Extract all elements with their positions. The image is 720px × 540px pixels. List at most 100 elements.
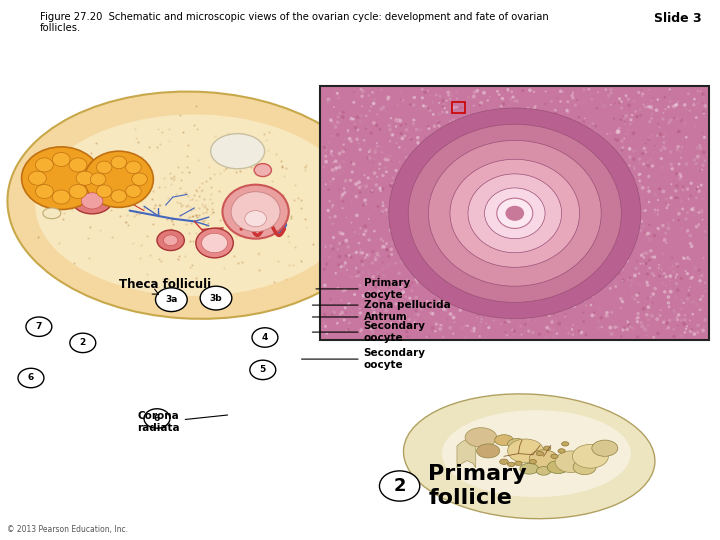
Point (410, 162, 422, 171)
Point (405, 204, 416, 212)
Point (545, 188, 557, 197)
Point (699, 234, 711, 243)
Point (647, 93, 659, 102)
Point (585, 187, 596, 196)
Point (517, 264, 528, 273)
Point (652, 329, 664, 338)
Point (485, 262, 497, 271)
Point (598, 189, 610, 198)
Point (503, 248, 514, 257)
Point (468, 327, 480, 335)
Point (433, 245, 445, 254)
Point (438, 137, 450, 145)
Point (671, 170, 683, 178)
Point (464, 145, 476, 153)
Point (697, 99, 708, 107)
Point (357, 87, 369, 96)
Point (563, 158, 575, 166)
Point (510, 127, 522, 136)
Point (603, 268, 615, 276)
Point (506, 87, 518, 96)
Point (486, 196, 498, 205)
Point (497, 215, 508, 224)
Point (654, 311, 666, 320)
Point (641, 332, 652, 340)
Point (644, 235, 655, 244)
Point (641, 195, 652, 204)
Point (617, 254, 629, 263)
Point (562, 312, 574, 321)
Point (350, 124, 361, 132)
Point (404, 294, 415, 302)
Point (536, 160, 548, 169)
Point (534, 307, 545, 316)
Point (433, 117, 444, 125)
Text: Primary
oocyte: Primary oocyte (316, 278, 410, 300)
Point (666, 102, 678, 111)
Point (667, 253, 678, 262)
Point (605, 323, 616, 332)
Point (324, 213, 336, 222)
Point (507, 201, 518, 210)
Point (385, 220, 397, 229)
Point (486, 282, 498, 291)
Point (412, 138, 423, 147)
Ellipse shape (157, 230, 184, 251)
Point (448, 116, 459, 124)
Point (409, 318, 420, 327)
Point (583, 85, 595, 93)
Point (445, 87, 456, 96)
Point (549, 134, 561, 143)
Point (354, 183, 365, 192)
Point (595, 230, 607, 239)
Point (621, 111, 632, 120)
Point (460, 193, 472, 202)
Point (321, 329, 333, 338)
Point (441, 153, 453, 162)
Text: Secondary
oocyte: Secondary oocyte (312, 321, 426, 343)
Point (492, 170, 504, 178)
Point (393, 269, 405, 278)
Point (649, 271, 660, 280)
Point (472, 222, 484, 231)
Point (662, 299, 674, 307)
Circle shape (156, 288, 187, 312)
Point (603, 186, 615, 195)
Point (500, 231, 512, 240)
Point (654, 263, 666, 272)
Point (528, 204, 539, 212)
Point (441, 108, 453, 117)
Point (395, 206, 407, 215)
Point (612, 126, 624, 135)
Ellipse shape (508, 438, 526, 449)
Point (642, 321, 654, 330)
Point (517, 86, 528, 95)
Point (346, 273, 357, 281)
Point (334, 239, 346, 248)
Point (415, 217, 426, 225)
Point (625, 213, 636, 222)
Point (516, 264, 528, 273)
Point (458, 246, 469, 254)
Point (319, 310, 330, 319)
Point (679, 310, 690, 319)
Point (401, 126, 413, 134)
Point (343, 325, 354, 334)
Point (323, 253, 335, 261)
Point (508, 232, 520, 240)
Point (591, 104, 603, 113)
Point (665, 272, 676, 280)
Point (505, 139, 516, 147)
Point (444, 183, 456, 192)
Point (440, 199, 451, 208)
Point (465, 204, 477, 212)
Point (368, 305, 379, 314)
Ellipse shape (572, 444, 608, 468)
Point (618, 114, 630, 123)
Point (354, 271, 366, 279)
Point (393, 197, 405, 206)
Point (495, 253, 506, 261)
Point (332, 131, 343, 139)
Point (554, 124, 566, 133)
Point (415, 170, 426, 179)
